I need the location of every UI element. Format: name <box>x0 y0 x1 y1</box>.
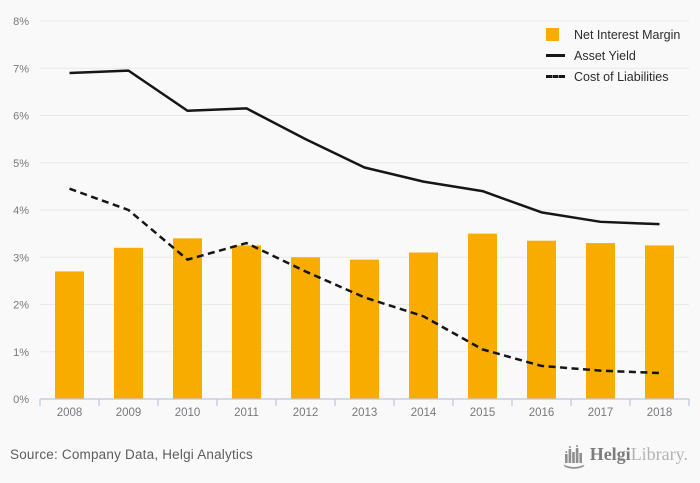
source-text: Source: Company Data, Helgi Analytics <box>10 447 254 462</box>
legend-item-net-interest-margin: Net Interest Margin <box>546 24 680 45</box>
chart-area: 0% 1% 2% 3% 4% 5% 6% 7% 8% 2008 2009 2010 2011 2012 20… <box>13 16 690 419</box>
x-axis-label-2009: 2009 <box>116 407 142 419</box>
x-axis-label-2013: 2013 <box>352 407 378 419</box>
logo-text-primary: Helgi <box>589 444 631 464</box>
y-axis-label-2: 2% <box>13 300 29 312</box>
bar-2010 <box>173 238 202 399</box>
x-axis-label-2010: 2010 <box>175 407 201 419</box>
bar-2015 <box>468 233 497 399</box>
bar-2013 <box>350 259 379 399</box>
y-axis-label-0: 0% <box>13 394 29 406</box>
bar-2009 <box>114 247 143 399</box>
legend-label: Asset Yield <box>574 48 636 63</box>
bar-2008 <box>55 271 84 399</box>
cost-of-liabilities-line <box>69 187 660 375</box>
x-axis-label-2015: 2015 <box>470 407 496 419</box>
y-axis-label-4: 4% <box>13 205 29 217</box>
y-axis-label-6: 6% <box>13 111 29 123</box>
bar-2016 <box>527 240 556 399</box>
logo-text: HelgiLibrary. <box>590 444 688 465</box>
legend: Net Interest Margin Asset Yield Cost of … <box>546 24 680 87</box>
x-axis-label-2014: 2014 <box>411 407 437 419</box>
legend-label: Cost of Liabilities <box>574 69 669 84</box>
x-axis-label-2016: 2016 <box>529 407 555 419</box>
logo-text-secondary: Library. <box>630 444 688 464</box>
bar-2012 <box>291 257 320 399</box>
y-axis-label-1: 1% <box>13 347 29 359</box>
bar-2017 <box>586 243 615 399</box>
bar-2011 <box>232 245 261 399</box>
bar-2018 <box>645 245 674 399</box>
x-axis-label-2012: 2012 <box>293 407 319 419</box>
x-axis-label-2017: 2017 <box>588 407 614 419</box>
y-axis-label-5: 5% <box>13 158 29 170</box>
bar-swatch-icon <box>546 28 559 41</box>
legend-item-asset-yield: Asset Yield <box>546 45 680 66</box>
x-axis-label-2011: 2011 <box>234 407 259 419</box>
bar-2014 <box>409 252 438 399</box>
solid-line-swatch-icon <box>546 54 565 57</box>
chart-canvas: 0% 1% 2% 3% 4% 5% 6% 7% 8% 2008 2009 2010 2011 2012 20… <box>13 16 690 419</box>
x-axis-label-2018: 2018 <box>647 407 673 419</box>
x-axis-label-2008: 2008 <box>57 407 83 419</box>
legend-label: Net Interest Margin <box>574 27 681 42</box>
asset-yield-line <box>69 69 660 226</box>
dashed-line-swatch-icon <box>546 75 565 78</box>
helgi-library-logo: HelgiLibrary. <box>563 441 688 469</box>
legend-item-cost-of-liabilities: Cost of Liabilities <box>546 66 680 87</box>
bar-chart-logo-icon <box>563 444 585 469</box>
y-axis-label-3: 3% <box>13 252 29 264</box>
y-axis-label-8: 8% <box>13 16 29 28</box>
y-axis-label-7: 7% <box>13 63 29 75</box>
footer: Source: Company Data, Helgi Analytics He… <box>0 432 700 483</box>
